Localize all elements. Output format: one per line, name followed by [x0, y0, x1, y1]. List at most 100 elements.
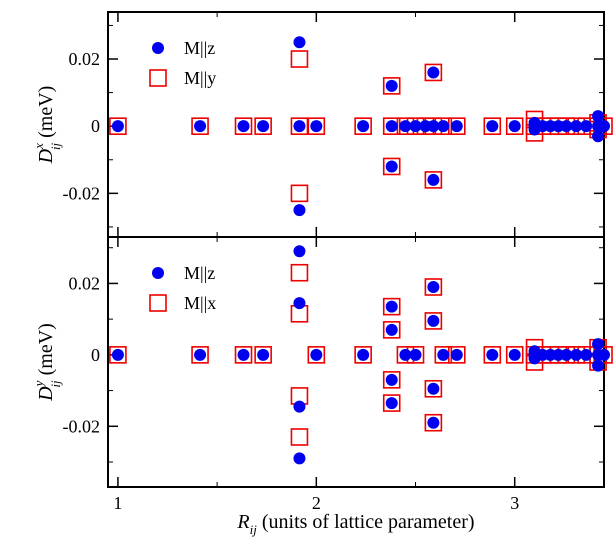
y-axis-label-top: Dx ij (meV) [31, 86, 63, 165]
data-point-square [191, 346, 209, 364]
x-tick-label: 2 [312, 493, 321, 513]
axis-labels: Dx ij (meV) Dy ij (meV) Rij (units of lattic… [31, 86, 475, 537]
data-point-square [382, 157, 401, 176]
y-tick-label: 0 [91, 345, 100, 365]
data-point-circle [194, 348, 207, 361]
axis-ticks [108, 12, 604, 487]
data-point-circle [427, 416, 440, 429]
data-point-circle [592, 338, 605, 351]
data-point-circle [560, 348, 573, 361]
data-point-circle [310, 120, 323, 133]
panel-frames [107, 11, 605, 488]
data-point-circle [486, 348, 499, 361]
data-point-circle [111, 348, 124, 361]
y-tick-label: 0 [91, 116, 100, 136]
legend-marker-square [149, 69, 167, 87]
data-point-circle [257, 348, 270, 361]
data-point-circle [399, 348, 412, 361]
data-point-square [382, 394, 401, 412]
data-point-circle [427, 382, 440, 395]
data-point-square [354, 346, 372, 364]
y-tick-label: -0.02 [63, 416, 101, 436]
data-point-circle [508, 348, 521, 361]
data-point-square [382, 77, 401, 95]
data-point-circle [570, 120, 583, 133]
data-point-circle [293, 297, 306, 310]
data-point-circle [580, 348, 593, 361]
x-axis-label: Rij (units of lattice parameter) [236, 511, 474, 537]
data-point-circle [560, 120, 573, 133]
data-point-square [191, 117, 209, 135]
data-point-circle [427, 173, 440, 186]
data-point-circle [427, 120, 440, 133]
data-point-circle [399, 120, 412, 133]
data-point-circle [194, 120, 207, 133]
data-point-circle [385, 300, 398, 313]
data-point-circle [111, 120, 124, 133]
data-point-circle [592, 130, 605, 143]
data-point-circle [293, 204, 306, 217]
data-point-square [290, 184, 309, 203]
data-point-circle [257, 120, 270, 133]
legend-marker-circle [152, 267, 164, 279]
data-point-square [424, 278, 443, 296]
data-point-square [290, 117, 309, 135]
data-point-circle [508, 120, 521, 133]
data-point-circle [357, 120, 370, 133]
data-point-square [424, 379, 443, 398]
data-point-circle [237, 120, 250, 133]
data-point-square [382, 371, 401, 389]
data-point-circle [385, 120, 398, 133]
data-point-square [307, 346, 326, 364]
data-point-circle [437, 348, 450, 361]
data-point-square [109, 346, 127, 364]
data-point-square [109, 117, 127, 135]
data-point-circle [385, 160, 398, 173]
data-point-circle [427, 281, 440, 293]
data-point-circle [427, 66, 440, 79]
data-point-square [424, 312, 443, 330]
data-point-circle [580, 120, 593, 133]
data-point-circle [450, 120, 463, 133]
data-point-circle [293, 400, 306, 413]
panel-frame-bottom [107, 236, 605, 488]
data-point-circle [598, 120, 610, 133]
data-point-square [424, 171, 443, 189]
data-point-circle [592, 110, 605, 123]
data-point-square [290, 263, 309, 282]
data-point-circle [293, 36, 306, 49]
data-point-circle [293, 452, 306, 465]
x-tick-label: 3 [510, 493, 519, 513]
data-point-square [290, 428, 309, 446]
data-point-square [354, 117, 372, 135]
data-point-circle [409, 120, 422, 133]
x-tick-label: 1 [113, 493, 122, 513]
y-tick-label: 0.02 [69, 49, 101, 69]
data-point-circle [385, 373, 398, 386]
data-point-square [424, 413, 443, 432]
data-point-circle [598, 348, 610, 361]
data-point-square [254, 117, 272, 135]
data-point-circle [310, 348, 323, 361]
data-point-circle [409, 348, 422, 361]
data-point-square [290, 50, 309, 68]
legend-marker-square [149, 294, 167, 312]
data-point-circle [592, 359, 605, 372]
data-point-circle [237, 348, 250, 361]
data-point-square [254, 346, 272, 364]
legend-label: M||z [184, 263, 215, 283]
legend-label: M||z [184, 38, 215, 58]
y-axis-label-bottom: Dy ij (meV) [31, 323, 63, 402]
data-point-circle [570, 348, 583, 361]
data-point-square [483, 346, 502, 364]
data-point-square [505, 346, 524, 364]
data-point-circle [385, 79, 398, 92]
data-point-circle [357, 348, 370, 361]
data-point-circle [450, 348, 463, 361]
data-point-circle [427, 314, 440, 327]
y-tick-label: -0.02 [63, 183, 101, 203]
data-point-circle [385, 323, 398, 336]
data-point-circle [385, 397, 398, 410]
data-point-circle [293, 120, 306, 133]
